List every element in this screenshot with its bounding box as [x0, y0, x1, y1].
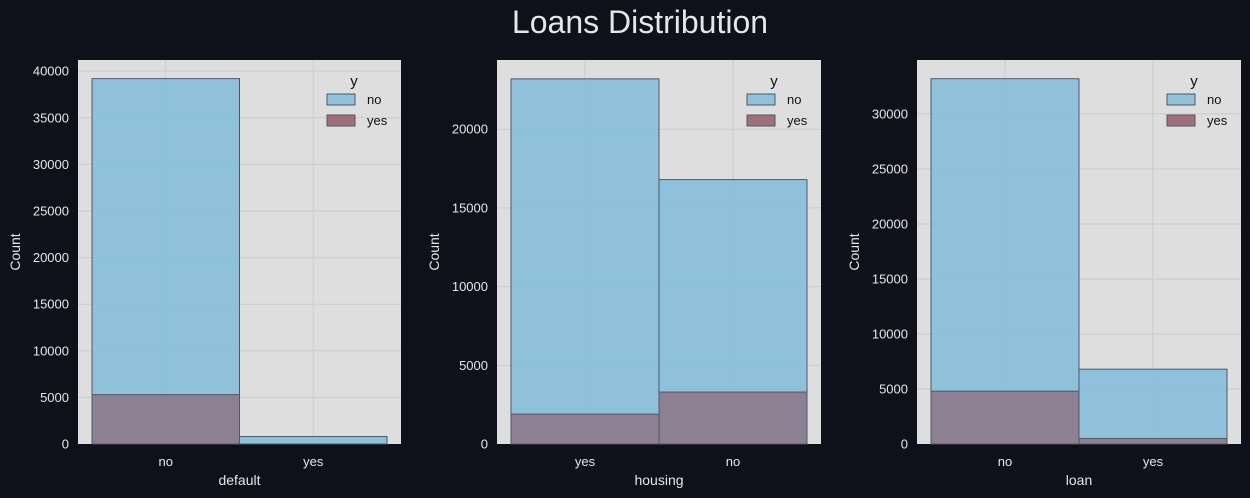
y-tick-label: 15000 — [872, 271, 908, 286]
legend-swatch-yes — [326, 114, 356, 127]
figure-title: Loans Distribution — [512, 4, 768, 40]
bar-no-no — [930, 78, 1080, 445]
legend-swatch-no — [1166, 93, 1196, 106]
legend-label-yes: yes — [787, 113, 808, 128]
x-tick-label: yes — [303, 454, 324, 469]
y-tick-label: 0 — [901, 437, 908, 452]
y-tick-label: 15000 — [33, 297, 69, 312]
bar-yes-no — [658, 391, 808, 445]
y-tick-label: 35000 — [33, 110, 69, 125]
bar-yes-no — [91, 394, 240, 445]
legend-label-no: no — [787, 92, 801, 107]
legend-swatch-no — [746, 93, 776, 106]
x-tick-label: yes — [575, 454, 596, 469]
y-axis-label: Count — [426, 233, 442, 270]
legend-swatch-yes — [1166, 114, 1196, 127]
y-axis-label: Count — [7, 233, 23, 270]
legend-title: y — [350, 73, 358, 90]
y-tick-label: 20000 — [33, 250, 69, 265]
y-tick-label: 5000 — [459, 358, 488, 373]
y-tick-label: 25000 — [872, 161, 908, 176]
y-tick-label: 0 — [62, 437, 69, 452]
bar-yes-yes — [1078, 437, 1228, 445]
legend: yno yes — [746, 73, 808, 128]
x-tick-label: no — [159, 454, 173, 469]
y-tick-label: 25000 — [33, 203, 69, 218]
y-tick-label: 15000 — [452, 200, 488, 215]
legend-swatch-no — [326, 93, 356, 106]
y-tick-label: 10000 — [452, 279, 488, 294]
bar-no-yes — [239, 436, 388, 445]
y-tick-label: 5000 — [40, 390, 69, 405]
x-tick-label: no — [998, 454, 1012, 469]
legend-title: y — [1190, 73, 1198, 90]
bar-yes-yes — [510, 413, 660, 445]
y-axis-label: Count — [846, 233, 862, 270]
x-tick-label: yes — [1143, 454, 1164, 469]
legend-swatch-yes — [746, 114, 776, 127]
chart-panel-loan: 0 5000 10000 15000 20000 25000 30000 no yes loan C… — [846, 60, 1241, 488]
x-axis-label: housing — [634, 472, 683, 488]
legend-title: y — [770, 73, 778, 90]
y-tick-label: 30000 — [872, 106, 908, 121]
x-axis-label: loan — [1066, 472, 1092, 488]
bar-no-yes — [1078, 368, 1228, 445]
bar-no-no — [91, 78, 240, 445]
x-axis-label: default — [218, 472, 260, 488]
y-tick-label: 20000 — [452, 122, 488, 137]
bar-yes-no — [930, 390, 1080, 445]
y-tick-label: 10000 — [33, 343, 69, 358]
legend-label-no: no — [1207, 92, 1221, 107]
legend: yno yes — [326, 73, 388, 128]
y-tick-label: 5000 — [879, 381, 908, 396]
legend-label-yes: yes — [367, 113, 388, 128]
legend-label-no: no — [367, 92, 381, 107]
y-tick-label: 20000 — [872, 216, 908, 231]
legend: yno yes — [1166, 73, 1228, 128]
y-tick-label: 0 — [481, 437, 488, 452]
y-tick-label: 40000 — [33, 64, 69, 79]
y-tick-label: 10000 — [872, 326, 908, 341]
panels: 0 5000 10000 15000 20000 25000 30000 35000 40000… — [7, 60, 1241, 488]
y-tick-label: 30000 — [33, 157, 69, 172]
legend-label-yes: yes — [1207, 113, 1228, 128]
bar-no-yes — [510, 78, 660, 445]
x-tick-label: no — [726, 454, 740, 469]
chart-panel-default: 0 5000 10000 15000 20000 25000 30000 35000 40000… — [7, 60, 401, 488]
